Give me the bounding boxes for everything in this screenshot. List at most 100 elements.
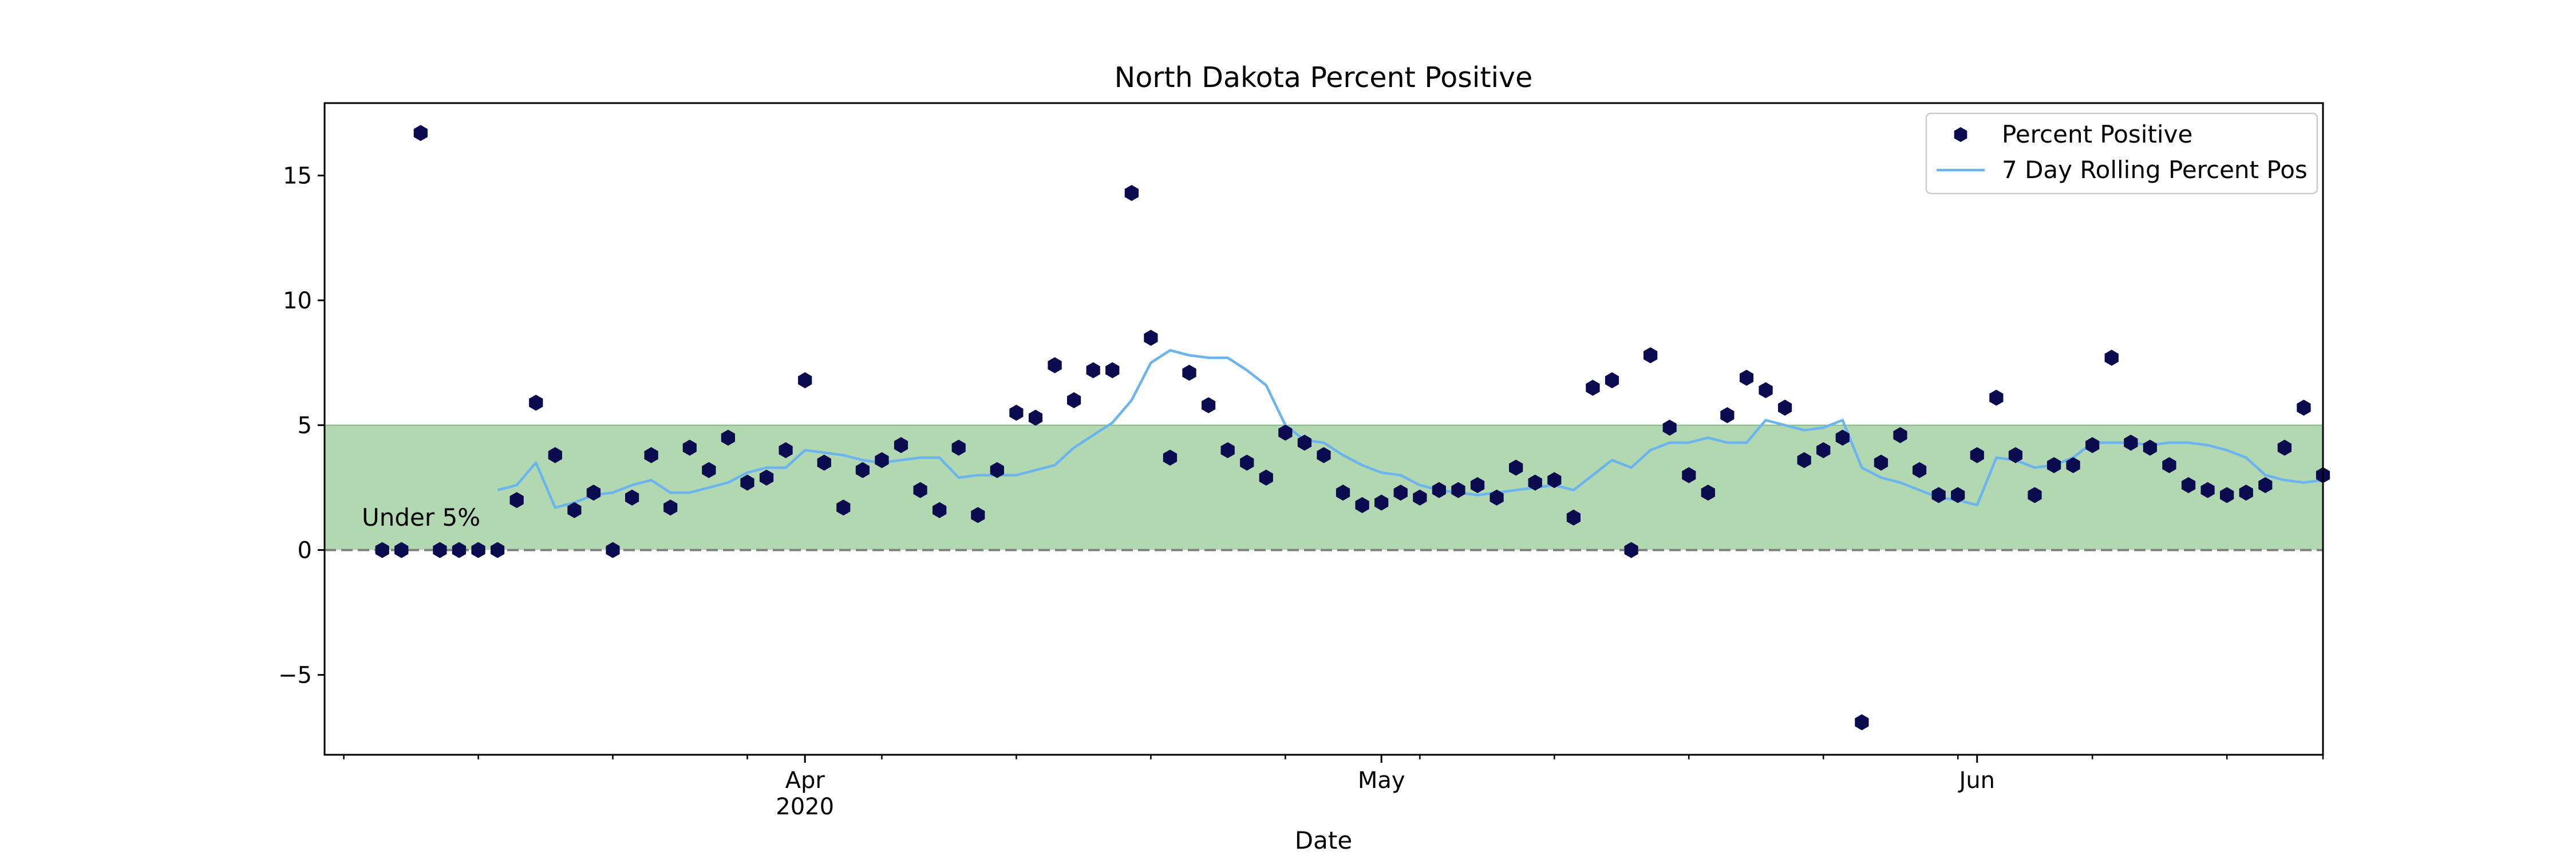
percent-positive-point: [1259, 470, 1273, 486]
percent-positive-point: [1144, 329, 1158, 346]
percent-positive-point: [855, 462, 870, 478]
percent-positive-point: [1739, 369, 1754, 386]
percent-positive-point: [471, 542, 485, 558]
percent-positive-point: [1317, 447, 1331, 463]
percent-positive-point: [875, 452, 889, 468]
percent-positive-point: [394, 542, 409, 558]
percent-positive-point: [1913, 462, 1927, 478]
percent-positive-point: [759, 470, 774, 486]
y-axis: 15 10 5 0 −5: [278, 163, 325, 688]
percent-positive-point: [1451, 482, 1465, 498]
percent-positive-point: [1009, 404, 1024, 421]
percent-positive-point: [1624, 542, 1638, 558]
percent-positive-point: [1662, 419, 1677, 436]
percent-positive-point: [644, 447, 658, 463]
x-tick-label: Jun: [1958, 767, 1996, 794]
percent-positive-point: [2008, 447, 2022, 463]
percent-positive-point: [1220, 442, 1235, 459]
percent-positive-point: [1951, 487, 1965, 503]
percent-positive-point: [1643, 347, 1658, 364]
percent-positive-point: [606, 542, 620, 558]
percent-positive-point: [682, 439, 697, 456]
x-axis-label: Date: [1295, 826, 1352, 854]
percent-positive-point: [2085, 437, 2100, 454]
percent-positive-point: [1048, 357, 1062, 373]
x-tick-label: Apr: [785, 767, 825, 794]
percent-positive-point: [721, 430, 735, 446]
plot-area: [323, 102, 2330, 756]
percent-positive-point: [1470, 477, 1485, 494]
percent-positive-point: [413, 125, 428, 141]
percent-positive-point: [1855, 714, 1869, 731]
percent-positive-point: [2104, 349, 2119, 366]
legend-box: [1925, 112, 2318, 195]
percent-positive-point: [548, 447, 562, 463]
percent-positive-point: [2258, 477, 2273, 494]
percent-positive-point: [2124, 435, 2138, 451]
percent-positive-point: [1778, 399, 1792, 416]
percent-positive-point: [1202, 397, 1216, 413]
percent-positive-point: [1970, 447, 1984, 463]
percent-positive-point: [1989, 389, 2004, 406]
legend-label-percent-positive: Percent Positive: [2002, 120, 2192, 148]
percent-positive-point: [1586, 380, 1600, 396]
percent-positive-point: [1086, 362, 1100, 379]
percent-positive-point: [1105, 362, 1120, 379]
y-tick-label: 5: [298, 412, 312, 439]
percent-positive-point: [625, 489, 639, 506]
percent-positive-point: [2277, 439, 2291, 456]
percent-positive-point: [2297, 399, 2311, 416]
percent-positive-point: [1028, 409, 1043, 426]
percent-positive-point: [990, 462, 1004, 478]
percent-positive-point: [375, 542, 389, 558]
percent-positive-point: [740, 474, 754, 491]
percent-positive-point: [1278, 424, 1293, 441]
percent-positive-point: [836, 499, 851, 516]
percent-positive-point: [663, 499, 678, 516]
percent-positive-point: [452, 542, 467, 558]
y-tick-label: 10: [283, 287, 312, 314]
percent-positive-point: [817, 454, 831, 471]
percent-positive-point: [433, 542, 447, 558]
percent-positive-point: [1566, 509, 1581, 526]
percent-positive-point: [1701, 484, 1715, 501]
percent-positive-point: [1528, 474, 1542, 491]
percent-positive-point: [1182, 364, 1196, 381]
percent-positive-point: [1547, 472, 1562, 488]
percent-positive-point: [491, 542, 505, 558]
percent-positive-point: [1432, 482, 1446, 498]
rolling-percent-line: [497, 349, 2324, 509]
percent-positive-point: [2220, 487, 2234, 503]
percent-positive-point: [1413, 489, 1427, 506]
percent-positive-point: [1682, 467, 1696, 483]
percent-positive-point: [933, 502, 947, 518]
percent-positive-point: [1163, 450, 1178, 466]
percent-positive-point: [567, 502, 582, 518]
percent-positive-point: [2239, 484, 2253, 501]
percent-positive-point: [1355, 497, 1369, 513]
percent-positive-point: [2046, 457, 2061, 474]
percent-positive-point: [1605, 372, 1619, 388]
percent-positive-point: [2162, 457, 2176, 474]
percent-positive-point: [1759, 382, 1773, 399]
y-tick-label: 0: [298, 537, 312, 564]
percent-positive-point: [2066, 457, 2080, 474]
chart-title: North Dakota Percent Positive: [1115, 61, 1533, 94]
percent-positive-point: [798, 372, 812, 388]
percent-positive-point: [1797, 452, 1811, 468]
percent-positive-point: [1393, 484, 1408, 501]
legend-label-rolling: 7 Day Rolling Percent Pos: [2002, 156, 2308, 184]
percent-positive-point: [1374, 494, 1389, 511]
x-tick-sublabel: 2020: [776, 794, 834, 820]
under-5-percent-band: [325, 425, 2323, 550]
percent-positive-point: [702, 462, 716, 478]
y-tick-label: −5: [278, 662, 312, 688]
percent-positive-point: [509, 492, 524, 509]
y-tick-label: 15: [283, 163, 312, 189]
percent-positive-point: [1835, 430, 1850, 446]
percent-positive-point: [529, 395, 543, 411]
percent-positive-point: [1816, 442, 1831, 459]
percent-positive-point: [1336, 484, 1350, 501]
